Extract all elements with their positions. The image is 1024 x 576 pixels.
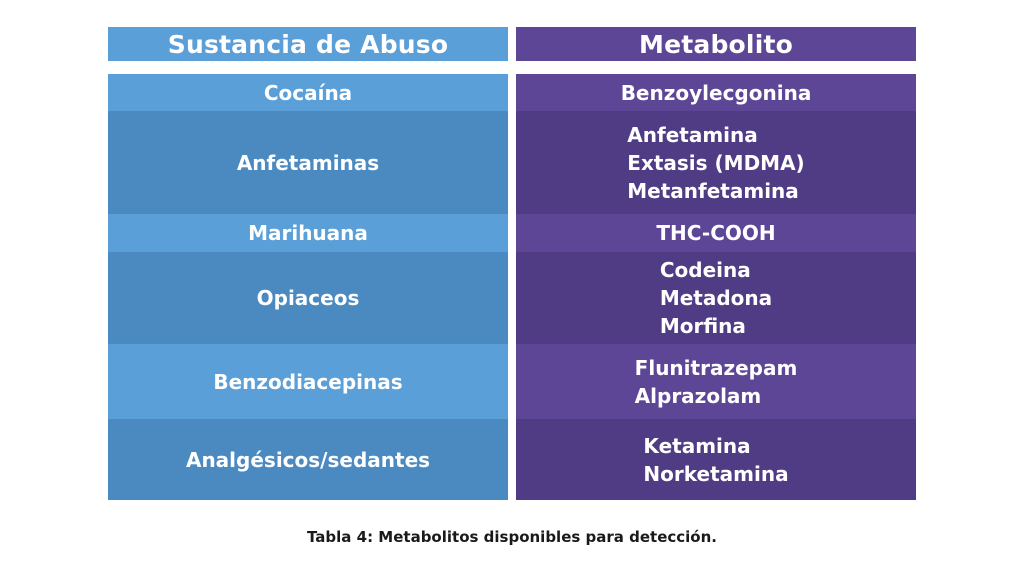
substance-label: Benzodiacepinas [213, 369, 403, 394]
substance-cell: Opiaceos [108, 252, 508, 344]
metabolite-list: Flunitrazepam Alprazolam [635, 354, 798, 410]
header-substance-label: Sustancia de Abuso [167, 29, 449, 59]
substance-label: Anfetaminas [236, 150, 380, 175]
substance-cell: Anfetaminas [108, 111, 508, 214]
substance-label: Marihuana [248, 221, 368, 245]
metabolite-label: Norketamina [643, 461, 789, 486]
metabolite-label: Metadona [659, 286, 773, 310]
metabolite-list: Codeina Metadona Morfina [660, 256, 772, 340]
metabolite-cell: Flunitrazepam Alprazolam [516, 344, 916, 419]
substance-label: Opiaceos [256, 286, 360, 310]
header-metabolite: Metabolito [516, 27, 916, 61]
header-substance: Sustancia de Abuso [108, 27, 508, 61]
substance-cell: Cocaína [108, 74, 508, 111]
metabolite-label: Morfina [659, 314, 746, 338]
metabolite-cell: Codeina Metadona Morfina [516, 252, 916, 344]
metabolite-label: Codeina [659, 258, 751, 282]
metabolite-label: Anfetamina [627, 122, 758, 147]
substance-column: Cocaína Anfetaminas Marihuana Opiaceos B… [108, 74, 508, 500]
metabolite-label: Benzoylecgonina [620, 80, 812, 105]
metabolite-label: Extasis (MDMA) [627, 150, 805, 175]
metabolite-list: Anfetamina Extasis (MDMA) Metanfetamina [627, 121, 804, 205]
metabolite-list: Ketamina Norketamina [643, 432, 788, 488]
metabolite-cell: Ketamina Norketamina [516, 419, 916, 500]
substance-cell: Marihuana [108, 214, 508, 252]
metabolite-label: Alprazolam [634, 383, 762, 408]
substance-cell: Analgésicos/sedantes [108, 419, 508, 500]
metabolite-column: Benzoylecgonina Anfetamina Extasis (MDMA… [516, 74, 916, 500]
substance-cell: Benzodiacepinas [108, 344, 508, 419]
header-metabolite-label: Metabolito [639, 29, 793, 59]
metabolite-cell: Benzoylecgonina [516, 74, 916, 111]
substance-label: Cocaína [263, 80, 353, 105]
substance-label: Analgésicos/sedantes [185, 447, 431, 472]
metabolite-label: THC-COOH [656, 221, 776, 245]
metabolite-cell: THC-COOH [516, 214, 916, 252]
metabolite-label: Flunitrazepam [634, 355, 798, 380]
metabolite-label: Ketamina [643, 433, 751, 458]
metabolite-label: Metanfetamina [627, 178, 799, 203]
table-caption: Tabla 4: Metabolitos disponibles para de… [307, 528, 717, 546]
metabolite-cell: Anfetamina Extasis (MDMA) Metanfetamina [516, 111, 916, 214]
